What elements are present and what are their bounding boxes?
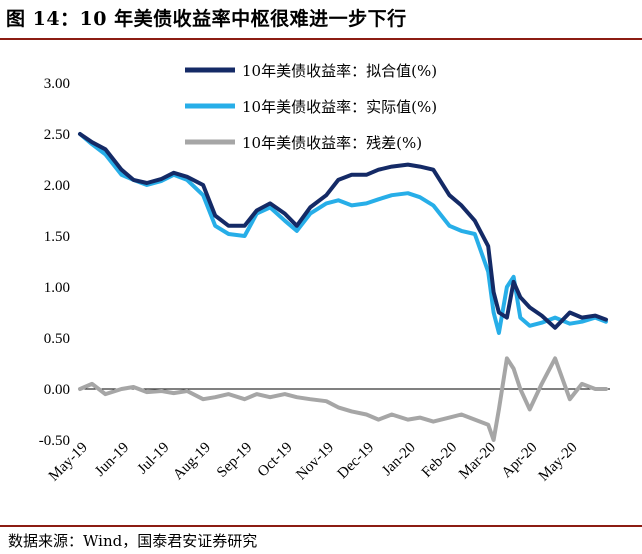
y-tick-label: 0.50 <box>44 331 70 347</box>
y-tick-label: 2.50 <box>44 127 70 143</box>
x-tick-label: May-20 <box>536 440 581 485</box>
y-tick-label: 0.00 <box>44 382 70 398</box>
x-tick-label: Mar-20 <box>456 440 499 483</box>
y-tick-label: -0.50 <box>39 433 70 449</box>
y-tick-label: 1.50 <box>44 229 70 245</box>
y-tick-label: 1.00 <box>44 280 70 296</box>
chart-legend: 10年美债收益率：拟合值(%) 10年美债收益率：实际值(%) 10年美债收益率：残… <box>185 62 437 152</box>
y-tick-label: 3.00 <box>44 76 70 92</box>
legend-entry: 10年美债收益率：实际值(%) <box>242 98 437 116</box>
x-tick-label: Nov-19 <box>293 440 337 484</box>
y-tick-label: 2.00 <box>44 178 70 194</box>
x-tick-label: Aug-19 <box>170 440 214 484</box>
series-line-0 <box>78 132 608 330</box>
source-note: 数据来源：Wind，国泰君安证券研究 <box>8 532 258 550</box>
source-rule <box>0 525 642 527</box>
x-tick-label: Jan-20 <box>379 440 419 480</box>
x-tick-label: Dec-19 <box>335 440 378 483</box>
title-rule <box>0 38 642 40</box>
x-tick-label: Apr-20 <box>499 440 541 482</box>
x-tick-label: Feb-20 <box>419 440 460 481</box>
x-tick-label: Jul-19 <box>135 440 173 478</box>
x-tick-label: Sep-19 <box>214 440 255 481</box>
x-tick-label: Oct-19 <box>255 440 296 481</box>
legend-entry: 10年美债收益率：拟合值(%) <box>242 62 437 80</box>
chart-series <box>78 132 608 442</box>
legend-entry: 10年美债收益率：残差(%) <box>242 134 422 152</box>
figure-title: 图 14：10 年美债收益率中枢很难进一步下行 <box>6 8 407 30</box>
series-line-2 <box>78 356 608 442</box>
x-tick-label: Jun-19 <box>92 440 132 480</box>
